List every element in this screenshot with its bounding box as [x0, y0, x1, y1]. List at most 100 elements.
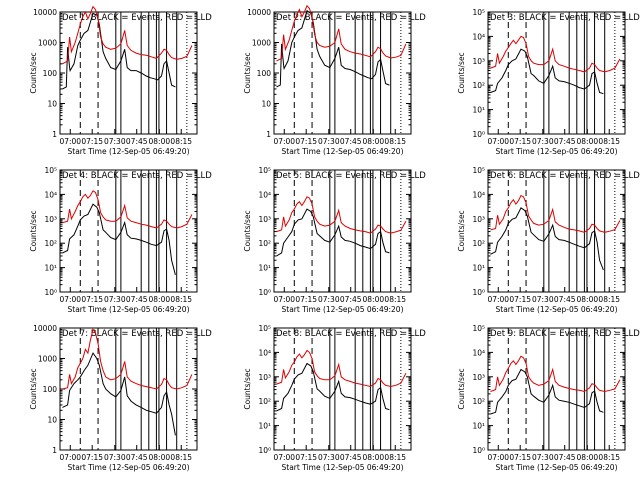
x-tick-label: 07:00 — [59, 137, 81, 146]
x-tick-label: 07:30 — [318, 295, 340, 304]
y-axis-label: Counts/sec — [457, 210, 466, 251]
x-tick-label: 08:15 — [598, 453, 620, 462]
x-tick-label: 07:30 — [532, 137, 554, 146]
x-tick-label: 07:15 — [509, 453, 531, 462]
panel-title: Det 7: BLACK = Events, RED = LLD — [62, 329, 212, 339]
panel-title: Det 8: BLACK = Events, RED = LLD — [276, 329, 426, 339]
x-tick-label: 08:15 — [384, 295, 406, 304]
x-axis-label: Start Time (12-Sep-05 06:49:20) — [282, 147, 404, 156]
y-tick-label: 10³ — [472, 373, 485, 382]
y-tick-label: 1 — [52, 130, 57, 139]
x-tick-label: 07:45 — [554, 453, 576, 462]
y-tick-label: 10¹ — [472, 422, 485, 431]
y-tick-label: 10¹ — [472, 106, 485, 115]
x-tick-label: 07:15 — [295, 295, 317, 304]
y-tick-label: 10¹ — [44, 264, 57, 273]
y-axis-label: Counts/sec — [243, 52, 252, 93]
series-line-lld — [490, 355, 621, 393]
y-tick-label: 10⁵ — [44, 166, 57, 175]
series-line-events — [490, 368, 604, 415]
x-tick-label: 08:00 — [363, 295, 385, 304]
panel-title: Det 2: BLACK = Events, RED = LLD — [276, 13, 426, 23]
y-tick-label: 10¹ — [472, 264, 485, 273]
y-tick-label: 10³ — [258, 215, 271, 224]
x-tick-label: 07:45 — [340, 137, 362, 146]
detector-panel-3: Det 3: BLACK = Events, RED = LLD 10⁰ 10¹ 10… — [457, 8, 640, 156]
y-tick-label: 10² — [258, 239, 271, 248]
y-tick-label: 10¹ — [258, 264, 271, 273]
y-axis-label: Counts/sec — [243, 210, 252, 251]
series-line-lld — [62, 5, 193, 65]
x-tick-label: 08:00 — [149, 295, 171, 304]
series-line-lld — [62, 328, 193, 390]
series-line-events — [62, 203, 176, 276]
x-tick-label: 08:00 — [363, 453, 385, 462]
x-tick-label: 08:00 — [149, 137, 171, 146]
x-tick-label: 07:15 — [295, 453, 317, 462]
x-tick-label: 07:30 — [104, 137, 126, 146]
x-tick-label: 07:45 — [126, 137, 148, 146]
y-tick-label: 10⁰ — [472, 130, 485, 139]
x-tick-label: 07:00 — [59, 295, 81, 304]
x-axis-label: Start Time (12-Sep-05 06:49:20) — [496, 147, 618, 156]
x-tick-label: 07:15 — [81, 453, 103, 462]
y-tick-label: 10⁰ — [258, 288, 271, 297]
y-tick-label: 10⁴ — [472, 348, 485, 357]
series-line-lld — [276, 4, 407, 62]
y-tick-label: 10² — [258, 397, 271, 406]
detector-panel-5: Det 5: BLACK = Events, RED = LLD 10⁰ 10¹ 10… — [243, 166, 426, 314]
x-tick-label: 07:00 — [487, 137, 509, 146]
x-tick-label: 07:00 — [487, 453, 509, 462]
series-line-lld — [490, 194, 621, 233]
y-tick-label: 10⁰ — [258, 446, 271, 455]
detector-panel-2: Det 2: BLACK = Events, RED = LLD 1 10 100 10… — [243, 4, 426, 156]
panel-title: Det 1: BLACK = Events, RED = LLD — [62, 13, 212, 23]
x-tick-label: 08:15 — [170, 137, 192, 146]
x-tick-label: 07:45 — [340, 453, 362, 462]
y-axis-label: Counts/sec — [29, 368, 38, 409]
y-tick-label: 10³ — [44, 215, 57, 224]
x-tick-label: 07:45 — [554, 137, 576, 146]
y-tick-label: 10 — [47, 100, 57, 109]
y-tick-label: 1000 — [38, 355, 57, 364]
x-tick-label: 07:45 — [340, 295, 362, 304]
y-tick-label: 10⁴ — [258, 190, 271, 199]
y-tick-label: 10³ — [472, 57, 485, 66]
x-tick-label: 07:30 — [318, 137, 340, 146]
y-tick-label: 10 — [261, 100, 271, 109]
series-line-events — [276, 208, 390, 257]
y-tick-label: 10¹ — [258, 422, 271, 431]
x-tick-label: 07:30 — [104, 295, 126, 304]
x-tick-label: 07:00 — [273, 137, 295, 146]
y-axis-label: Counts/sec — [243, 368, 252, 409]
y-tick-label: 100 — [43, 69, 58, 78]
y-tick-label: 10000 — [33, 8, 57, 17]
x-axis-label: Start Time (12-Sep-05 06:49:20) — [496, 463, 618, 472]
y-tick-label: 10⁵ — [472, 166, 485, 175]
y-tick-label: 10⁴ — [258, 348, 271, 357]
y-tick-label: 10² — [472, 397, 485, 406]
y-tick-label: 1000 — [38, 39, 57, 48]
x-axis-label: Start Time (12-Sep-05 06:49:20) — [496, 305, 618, 314]
x-tick-label: 07:00 — [487, 295, 509, 304]
x-axis-label: Start Time (12-Sep-05 06:49:20) — [68, 147, 190, 156]
y-tick-label: 10² — [472, 239, 485, 248]
panel-title: Det 3: BLACK = Events, RED = LLD — [490, 13, 640, 23]
x-tick-label: 08:15 — [170, 453, 192, 462]
y-tick-label: 10⁴ — [472, 190, 485, 199]
x-tick-label: 08:15 — [384, 137, 406, 146]
x-tick-label: 08:15 — [598, 137, 620, 146]
y-tick-label: 100 — [43, 385, 58, 394]
x-tick-label: 07:30 — [104, 453, 126, 462]
x-tick-label: 07:30 — [532, 453, 554, 462]
x-tick-label: 08:00 — [577, 137, 599, 146]
y-tick-label: 10² — [472, 81, 485, 90]
y-tick-label: 10000 — [247, 8, 271, 17]
detector-panel-4: Det 4: BLACK = Events, RED = LLD 10⁰ 10¹ 10… — [29, 166, 212, 314]
panel-title: Det 5: BLACK = Events, RED = LLD — [276, 171, 426, 181]
y-tick-label: 100 — [257, 69, 272, 78]
detector-panel-9: Det 9: BLACK = Events, RED = LLD 10⁰ 10¹ 10… — [457, 324, 640, 472]
x-tick-label: 07:00 — [59, 453, 81, 462]
y-tick-label: 10² — [44, 239, 57, 248]
